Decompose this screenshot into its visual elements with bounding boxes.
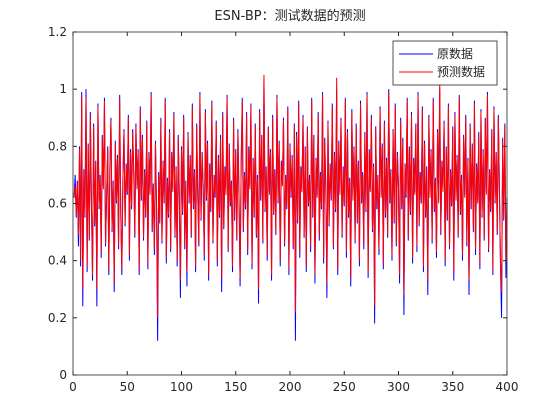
y-tick-label: 0.6 — [48, 197, 67, 211]
y-tick-label: 0 — [59, 368, 67, 382]
x-tick-label: 300 — [387, 380, 410, 394]
legend-label: 预测数据 — [437, 64, 485, 79]
chart-title: ESN-BP：测试数据的预测 — [214, 8, 365, 24]
y-tick-label: 0.8 — [48, 139, 67, 153]
x-tick-label: 350 — [441, 380, 464, 394]
x-tick-label: 100 — [170, 380, 193, 394]
legend-label: 原数据 — [437, 46, 473, 61]
x-tick-label: 150 — [224, 380, 247, 394]
x-tick-label: 0 — [69, 380, 77, 394]
y-tick-label: 0.4 — [48, 254, 67, 268]
x-tick-label: 250 — [333, 380, 356, 394]
x-tick-label: 50 — [120, 380, 135, 394]
series-line — [73, 74, 508, 318]
y-tick-label: 0.2 — [48, 311, 67, 325]
legend-box — [392, 40, 498, 86]
x-tick-label: 400 — [496, 380, 519, 394]
y-tick-label: 1.2 — [48, 25, 67, 39]
x-tick-label: 200 — [279, 380, 302, 394]
y-tick-label: 1 — [59, 82, 67, 96]
